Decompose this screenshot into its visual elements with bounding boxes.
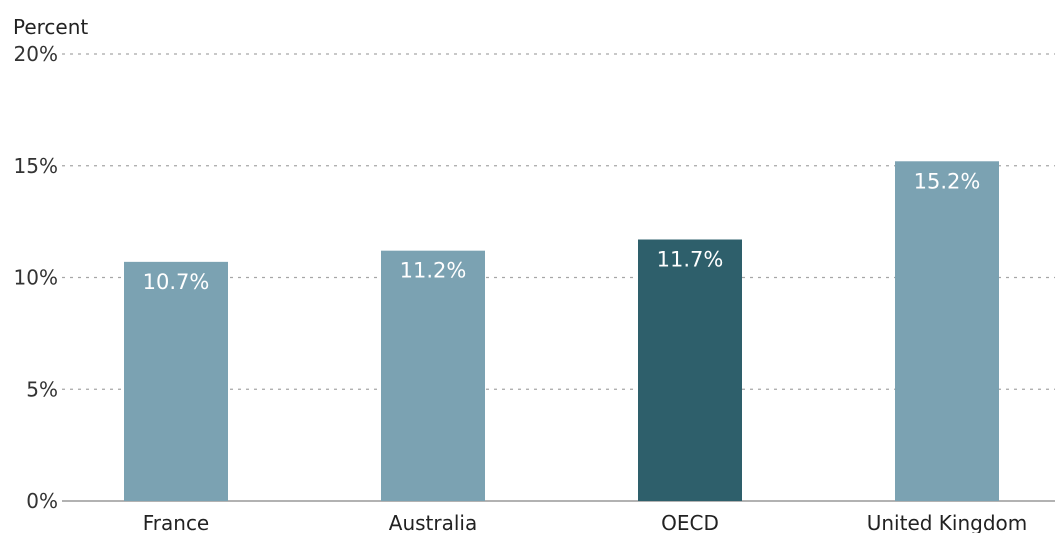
data-label: 10.7% [143,270,210,294]
x-category-label: France [143,511,210,533]
y-tick-label: 20% [14,42,58,66]
data-label: 15.2% [914,169,981,193]
bars [124,161,999,501]
y-tick-label: 5% [26,377,58,401]
x-category-label: Australia [389,511,477,533]
bar [895,161,999,501]
data-labels: 10.7% 11.2% 11.7% 15.2% [143,169,981,294]
x-category-label: United Kingdom [867,511,1028,533]
y-tick-label: 0% [26,489,58,513]
bar [381,250,485,501]
x-category-label: OECD [661,511,719,533]
y-axis-ticks: 0% 5% 10% 15% 20% [14,42,58,513]
data-label: 11.2% [400,259,467,283]
x-axis-category-labels: France Australia OECD United Kingdom [143,511,1028,533]
y-tick-label: 15% [14,154,58,178]
y-axis-unit-label: Percent [13,15,88,39]
bar [124,261,228,501]
data-label: 11.7% [657,248,724,272]
y-tick-label: 10% [14,266,58,290]
bar [638,239,742,501]
